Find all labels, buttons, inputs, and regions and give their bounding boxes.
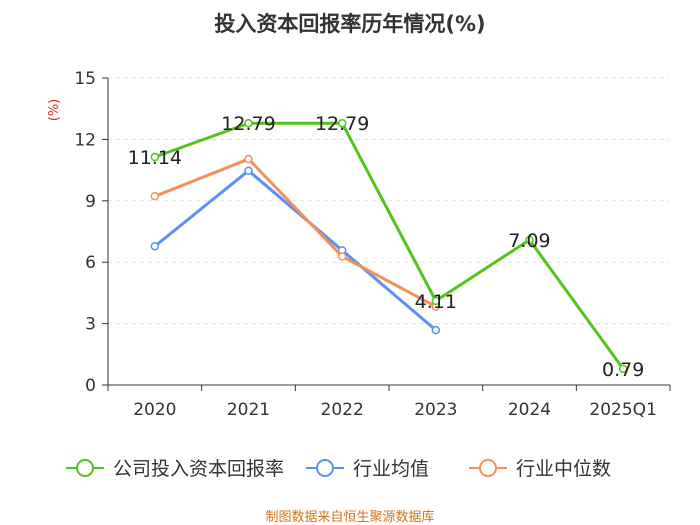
source-note: 制图数据来自恒生聚源数据库 [265, 510, 435, 525]
data-label: 0.79 [602, 359, 644, 381]
x-tick-label: 2025Q1 [589, 400, 656, 420]
chart-title: 投入资本回报率历年情况(%) [214, 12, 486, 36]
legend-label: 行业均值 [353, 458, 429, 480]
series-line [154, 121, 625, 370]
data-point [150, 152, 160, 162]
legend-swatch-marker [479, 459, 497, 477]
data-point [431, 296, 441, 306]
data-label: 7.09 [508, 230, 550, 252]
data-point [150, 241, 160, 251]
data-point [150, 192, 160, 201]
y-tick-label: 6 [85, 253, 96, 273]
series-line [154, 157, 437, 308]
y-tick-label: 15 [74, 69, 96, 89]
data-label: 4.11 [415, 291, 457, 313]
data-label: 12.79 [221, 113, 275, 135]
legend-label: 行业中位数 [516, 458, 611, 480]
data-point [525, 235, 534, 245]
data-point [244, 154, 253, 164]
data-point [244, 166, 253, 175]
y-tick-label: 3 [85, 315, 96, 335]
y-tick-label: 9 [85, 192, 96, 212]
x-tick-label: 2024 [508, 400, 551, 420]
legend-label: 公司投入资本回报率 [113, 458, 284, 480]
data-label: 12.79 [315, 113, 369, 135]
data-point [244, 118, 253, 128]
x-tick-label: 2020 [133, 400, 176, 420]
y-tick-label: 12 [74, 130, 96, 150]
data-point [337, 252, 347, 261]
y-tick-label: 0 [85, 376, 96, 396]
x-tick-label: 2021 [227, 400, 270, 420]
y-axis-label: (%) [47, 99, 62, 122]
x-tick-label: 2022 [321, 400, 364, 420]
data-point [618, 364, 628, 374]
legend-swatch-marker [76, 459, 94, 477]
legend-swatch-marker [316, 459, 334, 477]
data-label: 11.14 [128, 147, 182, 169]
data-point [337, 118, 347, 128]
series-line [153, 169, 437, 332]
x-tick-label: 2023 [414, 400, 457, 420]
data-point [431, 325, 441, 335]
